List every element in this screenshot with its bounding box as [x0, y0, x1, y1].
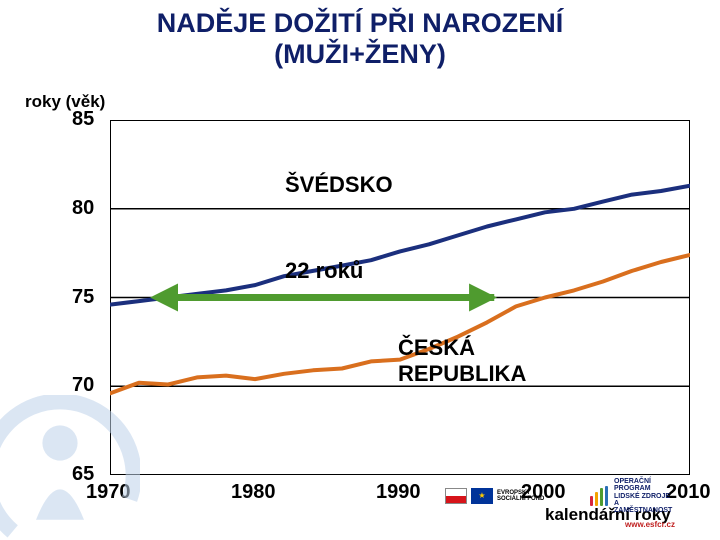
y-tick: 75: [72, 286, 94, 309]
series-label-sweden: ŠVÉDSKO: [285, 172, 393, 198]
sponsor-eu-text: EVROPSKÝ SOCIÁLNÍ FOND: [497, 490, 544, 502]
sponsor-site: www.esfcr.cz: [625, 520, 675, 529]
x-tick: 1980: [231, 481, 276, 504]
series-label-czech: ČESKÁ REPUBLIKA: [398, 335, 526, 387]
ops-logo: OPERAČNÍPROGRAMLIDSKÉ ZDROJEAZAMĚSTNANOS…: [590, 478, 672, 515]
title-line1: NADĚJE DOŽITÍ PŘI NAROZENÍ: [157, 8, 564, 38]
x-tick: 1990: [376, 481, 421, 504]
chart-title: NADĚJE DOŽITÍ PŘI NAROZENÍ (MUŽI+ŽENY): [0, 8, 720, 70]
y-tick: 80: [72, 197, 94, 220]
sponsor-flags: EVROPSKÝ SOCIÁLNÍ FOND: [445, 488, 544, 504]
eu-flag-icon: [471, 488, 493, 504]
x-tick: 2010: [666, 481, 711, 504]
gap-annotation-label: 22 roků: [285, 258, 363, 284]
ops-text: OPERAČNÍPROGRAMLIDSKÉ ZDROJEAZAMĚSTNANOS…: [614, 478, 672, 515]
chart-plot: [110, 120, 690, 475]
czech-flag-icon: [445, 488, 467, 504]
y-tick: 85: [72, 108, 94, 131]
y-tick: 70: [72, 374, 94, 397]
watermark-icon: [0, 395, 140, 540]
ops-bars-icon: [590, 486, 608, 506]
title-line2: (MUŽI+ŽENY): [274, 39, 446, 69]
